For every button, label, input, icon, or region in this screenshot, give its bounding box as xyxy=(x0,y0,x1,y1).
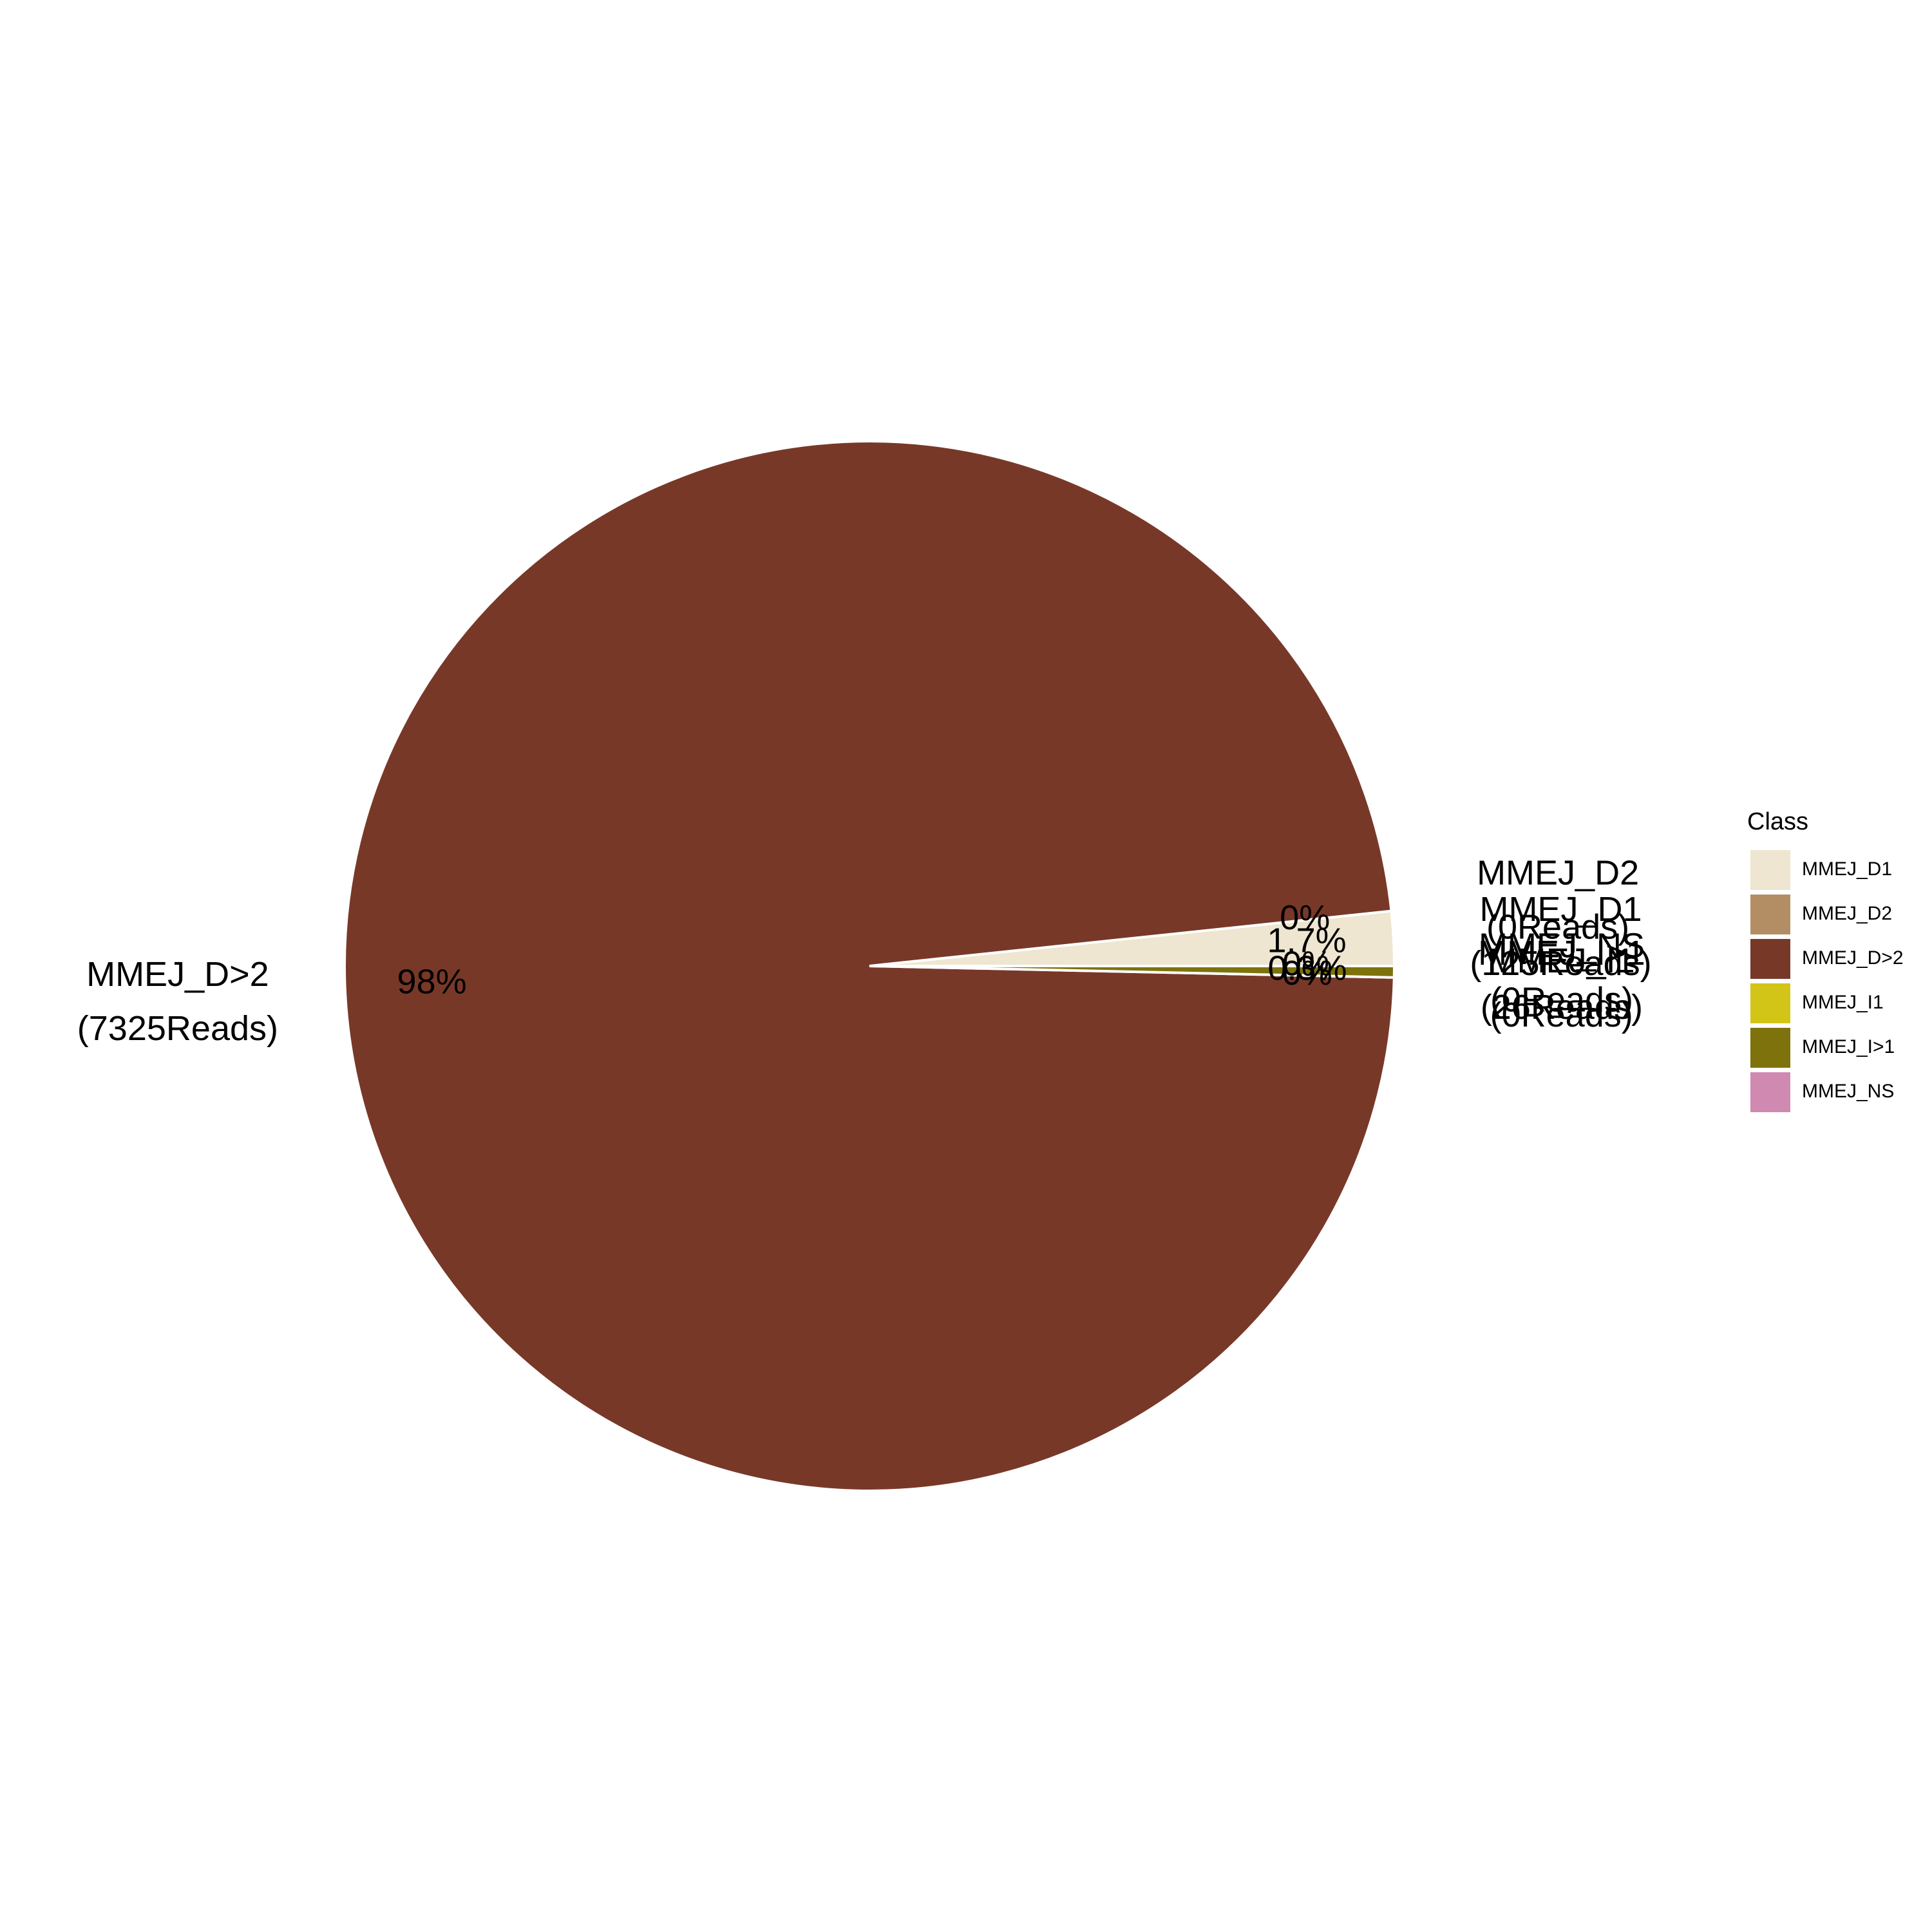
reads-label-mmej-i1: (0Reads) xyxy=(1490,996,1633,1034)
reads-label-mmej-d2: (0Reads) xyxy=(1486,908,1629,947)
legend-swatch-mmej-i1 xyxy=(1750,983,1790,1023)
percent-label-mmej-d-gt2: 98% xyxy=(397,963,467,1001)
legend-label-mmej-d-gt2: MMEJ_D>2 xyxy=(1802,947,1904,969)
reads-label-mmej-ns: (0Reads) xyxy=(1490,980,1633,1019)
legend-swatch-mmej-d1 xyxy=(1750,850,1790,890)
legend: Class MMEJ_D1MMEJ_D2MMEJ_D>2MMEJ_I1MMEJ_… xyxy=(1747,808,1904,1112)
legend-swatch-mmej-d-gt2 xyxy=(1750,939,1790,979)
outer-label-mmej-d1: MMEJ_D1 xyxy=(1479,890,1642,929)
reads-label-mmej-d1: (125Reads) xyxy=(1470,944,1651,983)
outer-label-mmej-i1: MMEJ_I1 xyxy=(1488,942,1635,980)
legend-swatch-mmej-d2 xyxy=(1750,895,1790,934)
percent-label-mmej-i1: 0% xyxy=(1282,954,1332,992)
percent-label-mmej-i-gt1: 0.3% xyxy=(1267,949,1347,988)
legend-swatch-mmej-i-gt1 xyxy=(1750,1028,1790,1068)
legend-label-mmej-ns: MMEJ_NS xyxy=(1802,1081,1894,1102)
reads-label-mmej-i-gt1: (26Reads) xyxy=(1481,988,1643,1027)
percent-label-mmej-d1: 1.7% xyxy=(1267,922,1347,960)
outer-label-mmej-i-gt1: MMEJ_I>1 xyxy=(1478,934,1645,972)
pie-slices xyxy=(343,440,1396,1492)
legend-label-mmej-i-gt1: MMEJ_I>1 xyxy=(1802,1036,1895,1057)
legend-title: Class xyxy=(1747,808,1808,835)
outer-label-mmej-d-gt2: MMEJ_D>2 xyxy=(86,955,269,994)
legend-label-mmej-i1: MMEJ_I1 xyxy=(1802,992,1884,1013)
percent-labels: 1.7%0%98% 0%0.3%0% xyxy=(397,898,1347,1001)
legend-items: MMEJ_D1 MMEJ_D2 MMEJ_D>2 MMEJ_I1 MMEJ_I>1 MME… xyxy=(1750,850,1904,1112)
slice-mmej-i-gt1 xyxy=(869,965,1396,979)
legend-label-mmej-d2: MMEJ_D2 xyxy=(1802,903,1892,924)
outer-label-mmej-d2: MMEJ_D2 xyxy=(1477,854,1639,893)
legend-swatch-mmej-ns xyxy=(1750,1072,1790,1112)
percent-label-mmej-d2: 0% xyxy=(1280,898,1330,937)
outer-labels: MMEJ_D1 (125Reads) MMEJ_D2 (0Reads) MMEJ_D>2… xyxy=(77,854,1652,1048)
slice-mmej-d-gt2 xyxy=(343,440,1396,1492)
reads-label-mmej-d-gt2: (7325Reads) xyxy=(77,1009,278,1048)
legend-label-mmej-d1: MMEJ_D1 xyxy=(1802,858,1892,880)
percent-label-mmej-ns: 0% xyxy=(1282,944,1332,983)
outer-label-mmej-ns: MMEJ_NS xyxy=(1479,926,1645,965)
